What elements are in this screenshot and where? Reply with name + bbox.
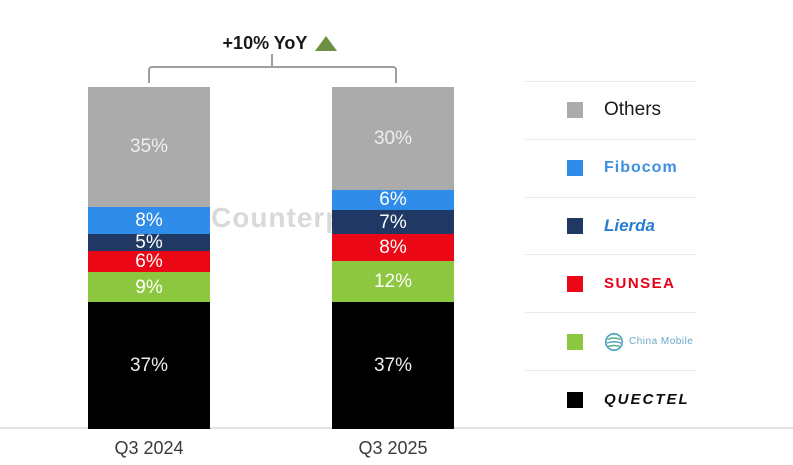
legend: Others Fibocom Lierda SUNSEA China Mo bbox=[525, 81, 697, 428]
bar-segment-quectel: 37% bbox=[88, 302, 210, 429]
fibocom-swatch bbox=[567, 160, 583, 177]
yoy-annotation: +10% YoY bbox=[160, 31, 400, 55]
legend-item-sunsea: SUNSEA bbox=[525, 254, 697, 312]
bar-segment-fibocom: 8% bbox=[88, 206, 210, 235]
bar-segment-others: 35% bbox=[88, 87, 210, 207]
yoy-annotation-label: +10% YoY bbox=[222, 32, 308, 53]
legend-item-quectel: QUECTEL bbox=[525, 370, 697, 428]
bar-segment-fibocom: 6% bbox=[332, 189, 454, 211]
watermark-text: Counterp bbox=[211, 202, 344, 233]
bar-segment-others: 30% bbox=[332, 87, 454, 190]
bar-segment-china-mobile: 9% bbox=[88, 271, 210, 303]
lierda-logo: Lierda bbox=[604, 216, 656, 236]
segment-value-label: 7% bbox=[379, 211, 407, 233]
sunsea-logo: SUNSEA bbox=[604, 275, 676, 293]
segment-value-label: 6% bbox=[379, 189, 407, 211]
segment-value-label: 37% bbox=[129, 355, 169, 377]
fibocom-logo: Fibocom bbox=[604, 159, 678, 177]
segment-value-label: 12% bbox=[373, 271, 413, 293]
bar-segment-lierda: 7% bbox=[332, 210, 454, 235]
growth-up-triangle-icon bbox=[315, 35, 338, 51]
segment-value-label: 35% bbox=[129, 136, 169, 158]
bar-segment-china-mobile: 12% bbox=[332, 261, 454, 303]
bar-segment-sunsea: 8% bbox=[332, 234, 454, 262]
comparison-bracket-stem bbox=[271, 54, 273, 66]
china-mobile-swatch bbox=[567, 333, 583, 350]
stacked-bar-q3-2024: 35% 8% 5% 6% 9% 37% bbox=[88, 87, 210, 429]
others-label: Others bbox=[604, 99, 662, 121]
legend-item-fibocom: Fibocom bbox=[525, 138, 697, 197]
others-swatch bbox=[567, 102, 583, 119]
bar-segment-lierda: 5% bbox=[88, 232, 210, 254]
x-axis-label-q3-2024: Q3 2024 bbox=[114, 438, 184, 458]
china-mobile-logo-text: China Mobile bbox=[629, 336, 694, 348]
china-mobile-globe-icon bbox=[605, 332, 623, 351]
segment-value-label: 30% bbox=[373, 127, 413, 149]
segment-value-label: 37% bbox=[373, 355, 413, 377]
quectel-swatch bbox=[567, 391, 583, 408]
x-axis-label-q3-2025: Q3 2025 bbox=[358, 438, 428, 458]
sunsea-swatch bbox=[567, 275, 583, 292]
quectel-logo: QUECTEL bbox=[604, 391, 690, 409]
bar-segment-quectel: 37% bbox=[332, 302, 454, 429]
legend-item-china-mobile: China Mobile bbox=[525, 312, 697, 370]
comparison-bracket bbox=[148, 66, 397, 83]
segment-value-label: 8% bbox=[135, 209, 163, 231]
segment-value-label: 5% bbox=[135, 232, 163, 254]
bar-segment-sunsea: 6% bbox=[88, 251, 210, 272]
segment-value-label: 8% bbox=[379, 237, 407, 259]
stacked-bar-q3-2025: 30% 6% 7% 8% 12% 37% bbox=[332, 87, 454, 429]
segment-value-label: 6% bbox=[135, 250, 163, 272]
segment-value-label: 9% bbox=[135, 276, 163, 298]
legend-item-others: Others bbox=[525, 81, 697, 139]
legend-item-lierda: Lierda bbox=[525, 196, 697, 255]
lierda-swatch bbox=[567, 218, 583, 235]
